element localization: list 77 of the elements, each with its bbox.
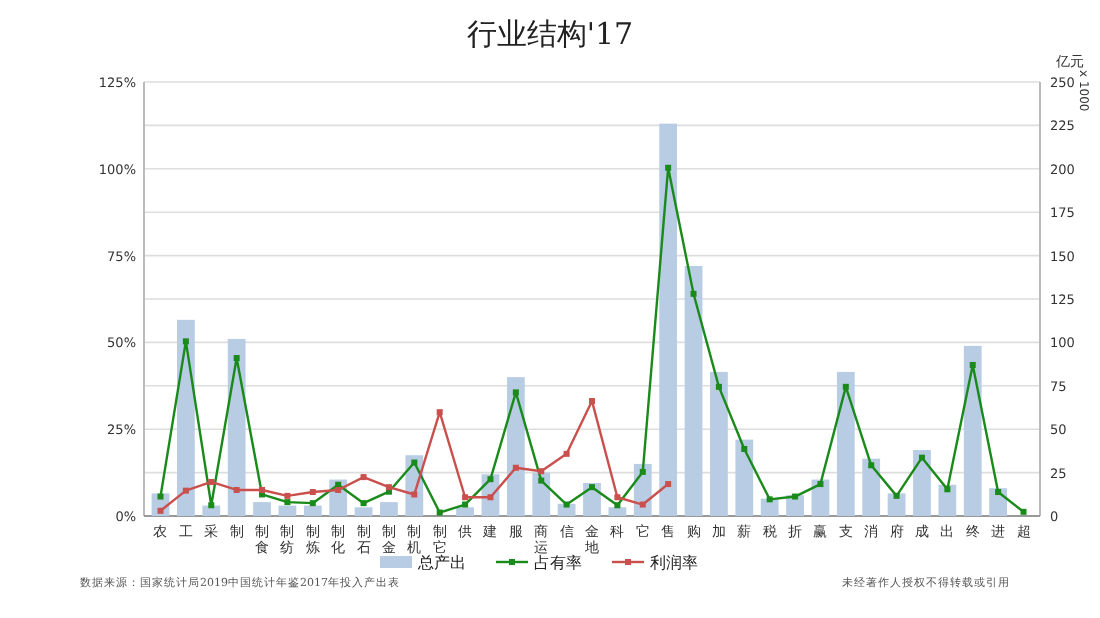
point (589, 398, 595, 405)
point (538, 477, 545, 484)
point (487, 494, 494, 501)
bar (760, 498, 779, 516)
point (436, 509, 443, 516)
point (690, 290, 697, 297)
bar (836, 371, 855, 516)
bar (862, 458, 881, 516)
point (335, 486, 342, 493)
point (817, 481, 824, 488)
point (538, 468, 545, 475)
bar (608, 507, 627, 516)
bar (938, 484, 957, 516)
point (259, 486, 266, 493)
point (233, 486, 240, 493)
point (284, 499, 291, 506)
legend-label: 总产出 (416, 554, 466, 572)
point (792, 493, 799, 500)
point (284, 492, 291, 499)
point (995, 489, 1002, 496)
bar (253, 502, 271, 516)
point (360, 474, 367, 481)
point (563, 450, 570, 457)
point (512, 464, 519, 471)
bar (811, 479, 830, 516)
point (233, 355, 240, 362)
legend-label: 利润率 (650, 554, 698, 572)
point (411, 491, 418, 498)
point (157, 507, 164, 514)
point (462, 501, 469, 508)
point (512, 389, 519, 396)
point (309, 500, 316, 507)
point (589, 484, 595, 491)
point (157, 493, 164, 500)
line-series (157, 398, 672, 514)
point (309, 489, 316, 496)
point (1020, 508, 1027, 515)
bar (456, 507, 474, 516)
point (766, 496, 773, 503)
point (639, 501, 646, 508)
point (665, 481, 672, 488)
bar (202, 505, 221, 516)
legend-label: 占有率 (534, 554, 582, 572)
point (639, 468, 646, 475)
point (868, 462, 875, 469)
point (614, 494, 621, 501)
bar (963, 345, 982, 516)
point (360, 500, 367, 507)
point (893, 492, 900, 499)
bar (735, 439, 754, 516)
bar (684, 266, 703, 516)
point (842, 383, 849, 390)
bar (532, 472, 551, 516)
point (944, 486, 951, 493)
bar (354, 507, 373, 516)
point (665, 164, 672, 171)
bar (278, 505, 297, 516)
point (969, 361, 976, 368)
point (487, 476, 494, 483)
point (715, 383, 722, 390)
point (462, 494, 469, 501)
point (182, 487, 189, 494)
bar (380, 502, 398, 516)
point (436, 409, 443, 416)
chart-title: 行业结构'17 (466, 16, 634, 52)
point (741, 445, 748, 452)
bar (303, 505, 322, 516)
point (208, 502, 215, 509)
bar (913, 450, 931, 516)
point (208, 478, 215, 485)
bar (710, 371, 728, 516)
point (918, 454, 925, 461)
point (411, 459, 418, 466)
point (182, 338, 189, 345)
bar (659, 123, 678, 516)
point (563, 501, 570, 508)
point (614, 502, 621, 509)
